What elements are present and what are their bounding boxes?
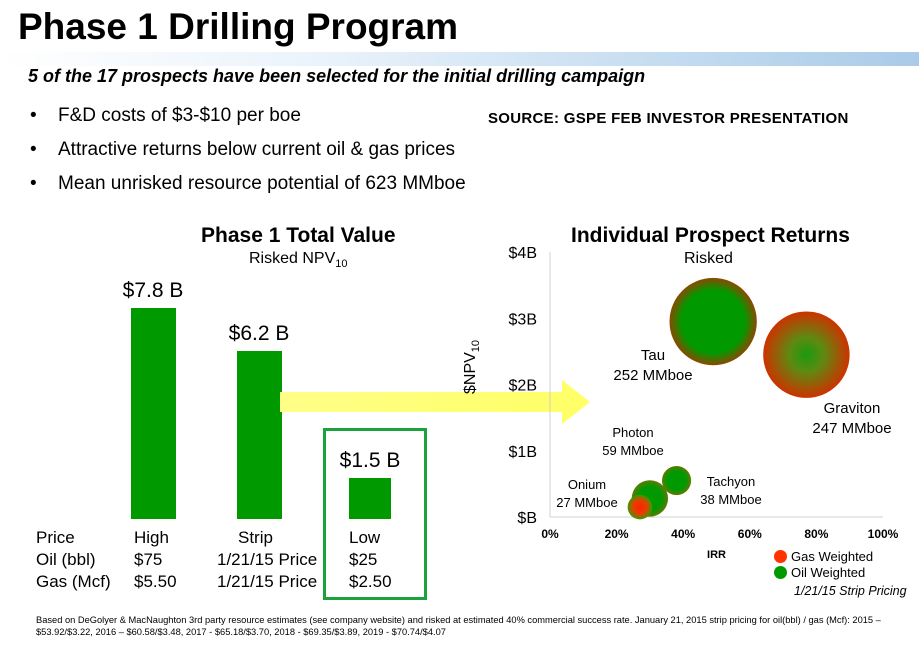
table-cell-high-oil: $75: [134, 550, 163, 569]
bar-value-label: $6.2 B: [228, 321, 290, 345]
table-cell-low-gas: $2.50: [349, 572, 392, 591]
low-scenario-highlight-box: [323, 428, 427, 600]
left-chart-title: Phase 1 Total Value: [201, 224, 396, 247]
left-chart-subtitle-sub: 10: [335, 258, 348, 271]
table-row-label-price: Price: [36, 528, 75, 547]
table-header-low: Low: [349, 528, 381, 547]
x-tick-label: 100%: [868, 527, 899, 541]
point-label-name: Tau: [641, 347, 665, 364]
point-label-name: Tachyon: [707, 474, 755, 489]
bullet-text: F&D costs of $3-$10 per boe: [58, 105, 301, 126]
right-chart-subtitle: Risked: [684, 250, 733, 267]
x-tick-label: 20%: [605, 527, 629, 541]
x-axis-label: IRR: [707, 549, 726, 561]
point-label-size: 59 MMboe: [602, 443, 663, 458]
table-header-high: High: [134, 528, 169, 547]
bubble-graviton: [763, 311, 850, 398]
bar-high: [130, 307, 176, 519]
x-tick-label: 80%: [804, 527, 828, 541]
footnote: Based on DeGolyer & MacNaughton 3rd part…: [36, 615, 881, 637]
point-label-size: 27 MMboe: [556, 495, 617, 510]
point-label-name: Photon: [612, 425, 653, 440]
legend-oil-label: Oil Weighted: [791, 565, 866, 580]
y-tick-label: $3B: [509, 311, 537, 328]
y-tick-label: $B: [517, 510, 537, 527]
page-title: Phase 1 Drilling Program: [18, 6, 459, 47]
gas-weighted-dot-icon: [774, 550, 787, 563]
table-cell-strip-gas: 1/21/15 Price: [217, 572, 318, 591]
bullet-item: • Mean unrisked resource potential of 623…: [30, 172, 466, 206]
point-label-size: 247 MMboe: [812, 420, 891, 437]
bullet-text: Attractive returns below current oil & g…: [58, 139, 456, 160]
arrow-shape: [280, 380, 590, 424]
bar-strip: [236, 350, 282, 519]
bullet-icon: •: [30, 139, 37, 160]
bullet-icon: •: [30, 105, 37, 126]
bullet-item: • Attractive returns below current oil & …: [30, 138, 466, 172]
table-cell-high-gas: $5.50: [134, 572, 177, 591]
point-label-size: 38 MMboe: [700, 492, 761, 507]
table-cell-strip-oil: 1/21/15 Price: [217, 550, 318, 569]
bullet-text: Mean unrisked resource potential of 623 …: [58, 173, 466, 194]
table-cell-low-oil: $25: [349, 550, 378, 569]
bar-value-label: $1.5 B: [339, 449, 401, 473]
legend-gas-label: Gas Weighted: [791, 549, 874, 564]
point-label-size: 252 MMboe: [613, 367, 692, 384]
bar-value-label: $7.8 B: [122, 278, 184, 302]
page-subtitle: 5 of the 17 prospects have been selected…: [28, 66, 646, 86]
bubble-tau: [669, 277, 757, 366]
table-header-strip: Strip: [238, 528, 273, 547]
x-tick-label: 0%: [541, 527, 559, 541]
bar-low: [349, 478, 391, 519]
x-tick-label: 40%: [671, 527, 695, 541]
legend-gas-item: Gas Weighted: [774, 549, 873, 564]
bubble-tachyon: [661, 465, 692, 496]
title-underline-band: [0, 52, 919, 66]
table-row-label-oil: Oil (bbl): [36, 550, 96, 569]
left-chart-subtitle: Risked NPV10: [249, 250, 348, 270]
bullet-item: • F&D costs of $3-$10 per boe: [30, 104, 466, 138]
y-tick-label: $2B: [509, 378, 537, 395]
point-label-name: Onium: [568, 477, 606, 492]
point-label-name: Graviton: [824, 400, 881, 417]
left-chart-subtitle-text: Risked NPV: [249, 250, 336, 267]
bullet-icon: •: [30, 173, 37, 194]
x-tick-label: 60%: [738, 527, 762, 541]
bubble-onium: [627, 494, 653, 520]
y-tick-label: $1B: [509, 444, 537, 461]
source-note: SOURCE: GSPE FEB INVESTOR PRESENTATION: [488, 110, 849, 127]
legend-note: 1/21/15 Strip Pricing: [794, 584, 907, 598]
y-tick-label: $4B: [509, 245, 537, 262]
oil-weighted-dot-icon: [774, 566, 787, 579]
right-chart-title: Individual Prospect Returns: [571, 224, 850, 247]
legend-oil-item: Oil Weighted: [774, 565, 865, 580]
table-row-label-gas: Gas (Mcf): [36, 572, 111, 591]
transition-arrow: [280, 380, 590, 424]
bullet-list: • F&D costs of $3-$10 per boe • Attractive…: [30, 104, 466, 206]
